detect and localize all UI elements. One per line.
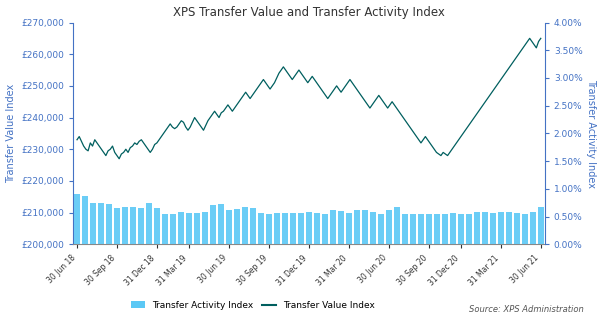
- Bar: [74, 194, 80, 244]
- Bar: [370, 211, 376, 244]
- Bar: [314, 213, 320, 244]
- Bar: [506, 211, 512, 244]
- Bar: [178, 212, 184, 244]
- Bar: [138, 208, 144, 244]
- Bar: [458, 214, 464, 244]
- Bar: [450, 213, 456, 244]
- Bar: [426, 214, 432, 244]
- Bar: [378, 214, 383, 244]
- Text: Source: XPS Administration: Source: XPS Administration: [469, 305, 584, 314]
- Bar: [194, 213, 200, 244]
- Bar: [170, 214, 176, 244]
- Bar: [186, 213, 192, 244]
- Bar: [538, 207, 544, 244]
- Bar: [154, 208, 160, 244]
- Bar: [330, 211, 336, 244]
- Bar: [306, 211, 312, 244]
- Bar: [234, 209, 240, 244]
- Bar: [498, 211, 504, 244]
- Bar: [322, 214, 327, 244]
- Bar: [418, 214, 424, 244]
- Bar: [242, 207, 248, 244]
- Y-axis label: Transfer Activity Index: Transfer Activity Index: [586, 79, 597, 188]
- Title: XPS Transfer Value and Transfer Activity Index: XPS Transfer Value and Transfer Activity…: [173, 5, 445, 18]
- Bar: [394, 207, 400, 244]
- Bar: [362, 211, 368, 244]
- Legend: Transfer Activity Index, Transfer Value Index: Transfer Activity Index, Transfer Value …: [128, 297, 378, 314]
- Bar: [90, 203, 96, 244]
- Bar: [402, 214, 408, 244]
- Bar: [114, 208, 120, 244]
- Bar: [250, 208, 256, 244]
- Bar: [474, 211, 480, 244]
- Bar: [282, 213, 288, 244]
- Bar: [258, 213, 264, 244]
- Bar: [410, 214, 415, 244]
- Bar: [274, 213, 280, 244]
- Bar: [226, 210, 232, 244]
- Bar: [434, 214, 439, 244]
- Bar: [346, 213, 352, 244]
- Bar: [298, 213, 303, 244]
- Bar: [210, 205, 216, 244]
- Bar: [122, 207, 128, 244]
- Bar: [386, 211, 392, 244]
- Bar: [202, 212, 208, 244]
- Bar: [218, 204, 224, 244]
- Bar: [266, 214, 272, 244]
- Bar: [98, 203, 104, 244]
- Bar: [522, 214, 527, 244]
- Bar: [290, 213, 296, 244]
- Bar: [82, 196, 88, 244]
- Bar: [130, 207, 136, 244]
- Bar: [162, 214, 168, 244]
- Y-axis label: Transfer Value Index: Transfer Value Index: [5, 84, 16, 183]
- Bar: [338, 211, 344, 244]
- Bar: [514, 213, 520, 244]
- Bar: [482, 212, 488, 244]
- Bar: [442, 214, 448, 244]
- Bar: [146, 203, 152, 244]
- Bar: [354, 211, 359, 244]
- Bar: [466, 214, 471, 244]
- Bar: [490, 213, 495, 244]
- Bar: [530, 211, 536, 244]
- Bar: [106, 204, 112, 244]
